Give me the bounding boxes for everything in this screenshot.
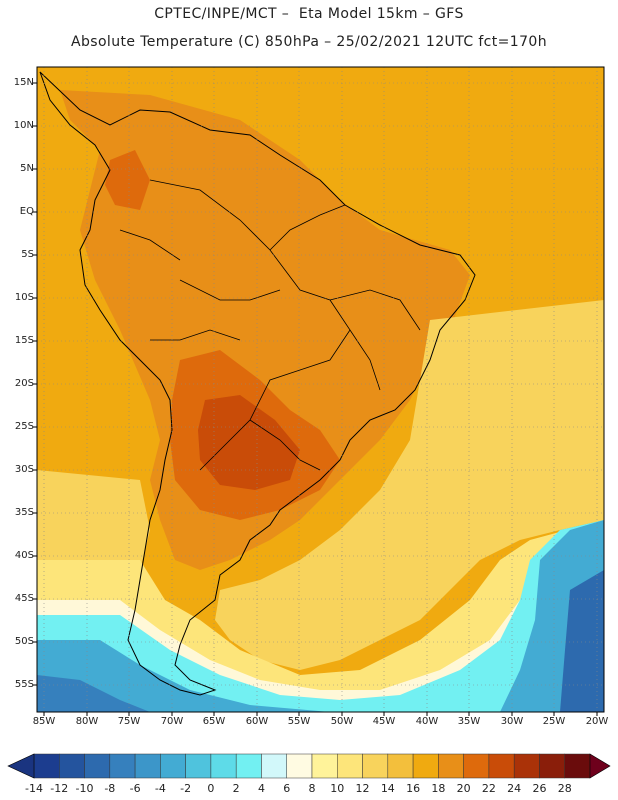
colorbar-box [513,753,540,779]
colorbar-label: 8 [308,782,316,795]
colorbar-label: 18 [431,782,446,795]
colorbar-boxes [33,753,591,779]
colorbar-box [84,753,111,779]
field-cold-mid [37,640,330,712]
colorbar-label: -12 [50,782,69,795]
colorbar-label: -14 [25,782,43,795]
lon-label: 20W [585,716,609,727]
colorbar-label: 0 [207,782,215,795]
field-east-yellow [215,300,604,670]
colorbar-label: 20 [456,782,471,795]
lat-label: 5N [20,163,34,174]
coastline-south-america [39,71,476,696]
graticule [37,67,604,712]
field-cold-light [37,520,604,712]
colorbar-label: 6 [283,782,291,795]
lon-label: 35W [457,716,481,727]
axis-ticks [33,82,598,716]
field-cold-deep-west [37,675,150,712]
lon-label: 30W [500,716,524,727]
lon-label: 85W [32,716,56,727]
colorbar-label: -8 [104,782,116,795]
colorbar-box [337,753,363,779]
map-title-model: CPTEC/INPE/MCT – Eta Model 15km – GFS [154,6,464,22]
colorbar-box [261,753,287,779]
lat-label: 40S [14,550,34,561]
colorbar-label: -2 [180,782,192,795]
lat-label: 35S [14,507,34,518]
colorbar-label: 14 [380,782,395,795]
field-north-warm [105,150,150,210]
lat-label: 15N [13,77,34,88]
field-continent-warm [60,90,470,570]
colorbar-box [134,753,161,779]
colorbar-label: 22 [481,782,496,795]
map-frame [36,66,605,713]
colorbar-box [488,753,515,779]
colorbar-label: -10 [75,782,94,795]
lat-label: 20S [14,378,34,389]
colorbar-box [286,753,313,779]
lon-label: 70W [160,716,184,727]
field-hottest-core [198,395,300,490]
colorbar-box [539,753,565,779]
lon-label: 25W [542,716,566,727]
lat-label: 50S [14,636,34,647]
colorbar-label: 28 [557,782,572,795]
colorbar-box [311,753,338,779]
colorbar-label: -4 [154,782,166,795]
colorbar-label: 4 [257,782,265,795]
lat-label: 15S [14,335,34,346]
colorbar-box [362,753,389,779]
colorbar-left-arrow [7,753,35,779]
lon-label: 40W [415,716,439,727]
lat-label: EQ [19,206,34,217]
lat-label: 5S [21,249,34,260]
lat-label: 45S [14,593,34,604]
colorbar-box [160,753,186,779]
lon-label: 60W [245,716,269,727]
colorbar-box [235,753,262,779]
colorbar-box [387,753,414,779]
colorbar-box [59,753,85,779]
colorbar-right-arrow [589,753,611,779]
colorbar-box [438,753,464,779]
lon-label: 55W [287,716,311,727]
lat-label: 10S [14,292,34,303]
colorbar [7,753,611,779]
lat-label: 10N [13,120,34,131]
colorbar-label: 16 [406,782,421,795]
lat-label: 30S [14,464,34,475]
colorbar-label: 2 [232,782,240,795]
colorbar-label: -6 [129,782,141,795]
lat-label: 25S [14,421,34,432]
colorbar-label: 10 [330,782,345,795]
colorbar-box [210,753,237,779]
colorbar-box [564,753,591,779]
lon-label: 50W [330,716,354,727]
colorbar-box [463,753,490,779]
colorbar-box [109,753,136,779]
colorbar-label: 12 [355,782,370,795]
country-borders [119,179,421,471]
lon-label: 80W [75,716,99,727]
lon-label: 45W [372,716,396,727]
lon-label: 75W [117,716,141,727]
colorbar-label: 24 [507,782,522,795]
lat-label: 55S [14,679,34,690]
map-title-variable: Absolute Temperature (C) 850hPa – 25/02/… [70,34,547,50]
colorbar-box [412,753,439,779]
field-cold-deep-east [560,570,604,712]
colorbar-label: 26 [532,782,547,795]
colorbar-box [33,753,60,779]
colorbar-box [185,753,212,779]
lon-label: 65W [202,716,226,727]
